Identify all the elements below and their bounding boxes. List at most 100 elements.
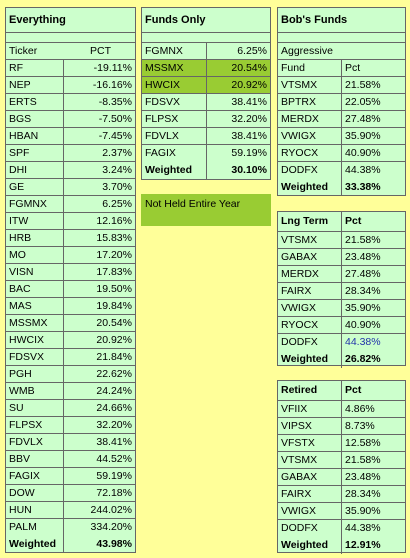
ticker-cell: BPTRX — [278, 94, 342, 110]
ticker-cell: ITW — [6, 213, 64, 229]
ticker-cell: VTSMX — [278, 232, 342, 248]
table-row: GABAX 23.48% — [278, 249, 405, 266]
ticker-cell: BGS — [6, 111, 64, 127]
pct-cell: -7.50% — [98, 113, 132, 125]
weighted-value: 26.82% — [345, 353, 381, 365]
pct-cell: 3.24% — [102, 164, 132, 176]
pct-cell: 38.41% — [96, 436, 132, 448]
weighted-value: 33.38% — [345, 181, 381, 193]
pct-cell: 59.19% — [231, 147, 267, 159]
long-term-title: Lng Term — [278, 212, 342, 231]
table-row: VTSMX 21.58% — [278, 452, 405, 469]
table-row: GE 3.70% — [6, 179, 135, 196]
pct-cell: 244.02% — [90, 504, 132, 516]
table-row: DHI 3.24% — [6, 162, 135, 179]
weighted-label: Weighted — [278, 179, 342, 196]
table-row: FAIRX 28.34% — [278, 283, 405, 300]
spacer — [278, 33, 405, 43]
bobs-weighted-row: Weighted 33.38% — [278, 179, 405, 196]
table-row: RYOCX 40.90% — [278, 317, 405, 334]
table-row: MAS 19.84% — [6, 298, 135, 315]
pct-cell: 19.50% — [96, 283, 132, 295]
spacer — [6, 33, 135, 43]
pct-cell: 32.20% — [96, 419, 132, 431]
long-term-rows: VTSMX 21.58% GABAX 23.48% MERDX 27.48% FAIRX 28… — [278, 232, 405, 351]
table-row: MO 17.20% — [6, 247, 135, 264]
pct-cell: 8.73% — [345, 420, 375, 432]
table-row: BBV 44.52% — [6, 451, 135, 468]
col-pct: PCT — [90, 45, 111, 57]
table-row: VFSTX 12.58% — [278, 435, 405, 452]
pct-cell: 28.34% — [345, 285, 381, 297]
table-row: PGH 22.62% — [6, 366, 135, 383]
ticker-cell: FDSVX — [142, 94, 207, 110]
pct-cell: 22.05% — [345, 96, 381, 108]
table-row: FGMNX 6.25% — [142, 43, 270, 60]
ticker-cell: SPF — [6, 145, 64, 161]
pct-cell: 59.19% — [96, 470, 132, 482]
pct-cell: 334.20% — [90, 521, 132, 533]
ticker-cell: VISN — [6, 264, 64, 280]
ticker-cell: DHI — [6, 162, 64, 178]
pct-cell: 40.90% — [345, 147, 381, 159]
pct-cell: 32.20% — [231, 113, 267, 125]
ticker-cell: FDVLX — [142, 128, 207, 144]
pct-cell: -16.16% — [92, 79, 132, 91]
everything-title: Everything — [6, 8, 135, 33]
table-row: BPTRX 22.05% — [278, 94, 405, 111]
pct-cell: 12.58% — [345, 437, 381, 449]
table-row: HWCIX 20.92% — [142, 77, 270, 94]
ticker-cell: DODFX — [278, 162, 342, 179]
retired-header-row: Retired Pct — [278, 381, 405, 401]
table-row: FAIRX 28.34% — [278, 486, 405, 503]
col-ticker: Ticker — [9, 45, 38, 57]
table-row: BAC 19.50% — [6, 281, 135, 298]
ticker-cell: VWIGX — [278, 128, 342, 144]
ticker-cell: DODFX — [278, 520, 342, 537]
table-row: FAGIX 59.19% — [6, 468, 135, 485]
ticker-cell: VTSMX — [278, 77, 342, 93]
pct-cell: 38.41% — [231, 96, 267, 108]
pct-cell: 20.54% — [207, 60, 270, 76]
table-row: HBAN -7.45% — [6, 128, 135, 145]
table-row: VTSMX 21.58% — [278, 232, 405, 249]
ticker-cell: HWCIX — [6, 332, 64, 348]
long-term-weighted-row: Weighted 26.82% — [278, 351, 405, 368]
table-row: FDVLX 38.41% — [6, 434, 135, 451]
funds-only-table: Funds Only FGMNX 6.25% MSSMX 20.54% HWCIX 20.… — [141, 7, 271, 180]
pct-cell: 44.38% — [345, 522, 381, 534]
table-row: RYOCX 40.90% — [278, 145, 405, 162]
table-row: VISN 17.83% — [6, 264, 135, 281]
ticker-cell: FAIRX — [278, 486, 342, 502]
ticker-cell: RYOCX — [278, 317, 342, 333]
col-pct: Pct — [345, 62, 361, 74]
table-row: VWIGX 35.90% — [278, 128, 405, 145]
ticker-cell: FDSVX — [6, 349, 64, 365]
table-row: NEP -16.16% — [6, 77, 135, 94]
ticker-cell: VFIIX — [278, 401, 342, 417]
table-row: SPF 2.37% — [6, 145, 135, 162]
ticker-cell: ERTS — [6, 94, 64, 110]
ticker-cell: VFSTX — [278, 435, 342, 451]
pct-cell: 23.48% — [345, 471, 381, 483]
weighted-value: 12.91% — [345, 539, 381, 551]
bobs-funds-rows: VTSMX 21.58% BPTRX 22.05% MERDX 27.48% VWIGX 35… — [278, 77, 405, 179]
ticker-cell: MAS — [6, 298, 64, 314]
ticker-cell: VTSMX — [278, 452, 342, 468]
table-row: MERDX 27.48% — [278, 111, 405, 128]
ticker-cell: FLPSX — [142, 111, 207, 127]
pct-cell: 44.38% — [345, 164, 381, 176]
ticker-cell: PGH — [6, 366, 64, 382]
table-row: MSSMX 20.54% — [142, 60, 270, 77]
table-row: FLPSX 32.20% — [6, 417, 135, 434]
ticker-cell: RYOCX — [278, 145, 342, 161]
pct-cell: 40.90% — [345, 319, 381, 331]
ticker-cell: RF — [6, 60, 64, 76]
retired-table: Retired Pct VFIIX 4.86% VIPSX 8.73% VFSTX 12.… — [277, 380, 406, 554]
funds-only-rows: FGMNX 6.25% MSSMX 20.54% HWCIX 20.92% FDSVX 38.… — [142, 43, 270, 162]
pct-cell: -7.45% — [98, 130, 132, 142]
table-row: SU 24.66% — [6, 400, 135, 417]
ticker-cell: VWIGX — [278, 300, 342, 316]
pct-cell: 21.58% — [345, 234, 381, 246]
pct-cell: 44.38% — [345, 336, 381, 348]
